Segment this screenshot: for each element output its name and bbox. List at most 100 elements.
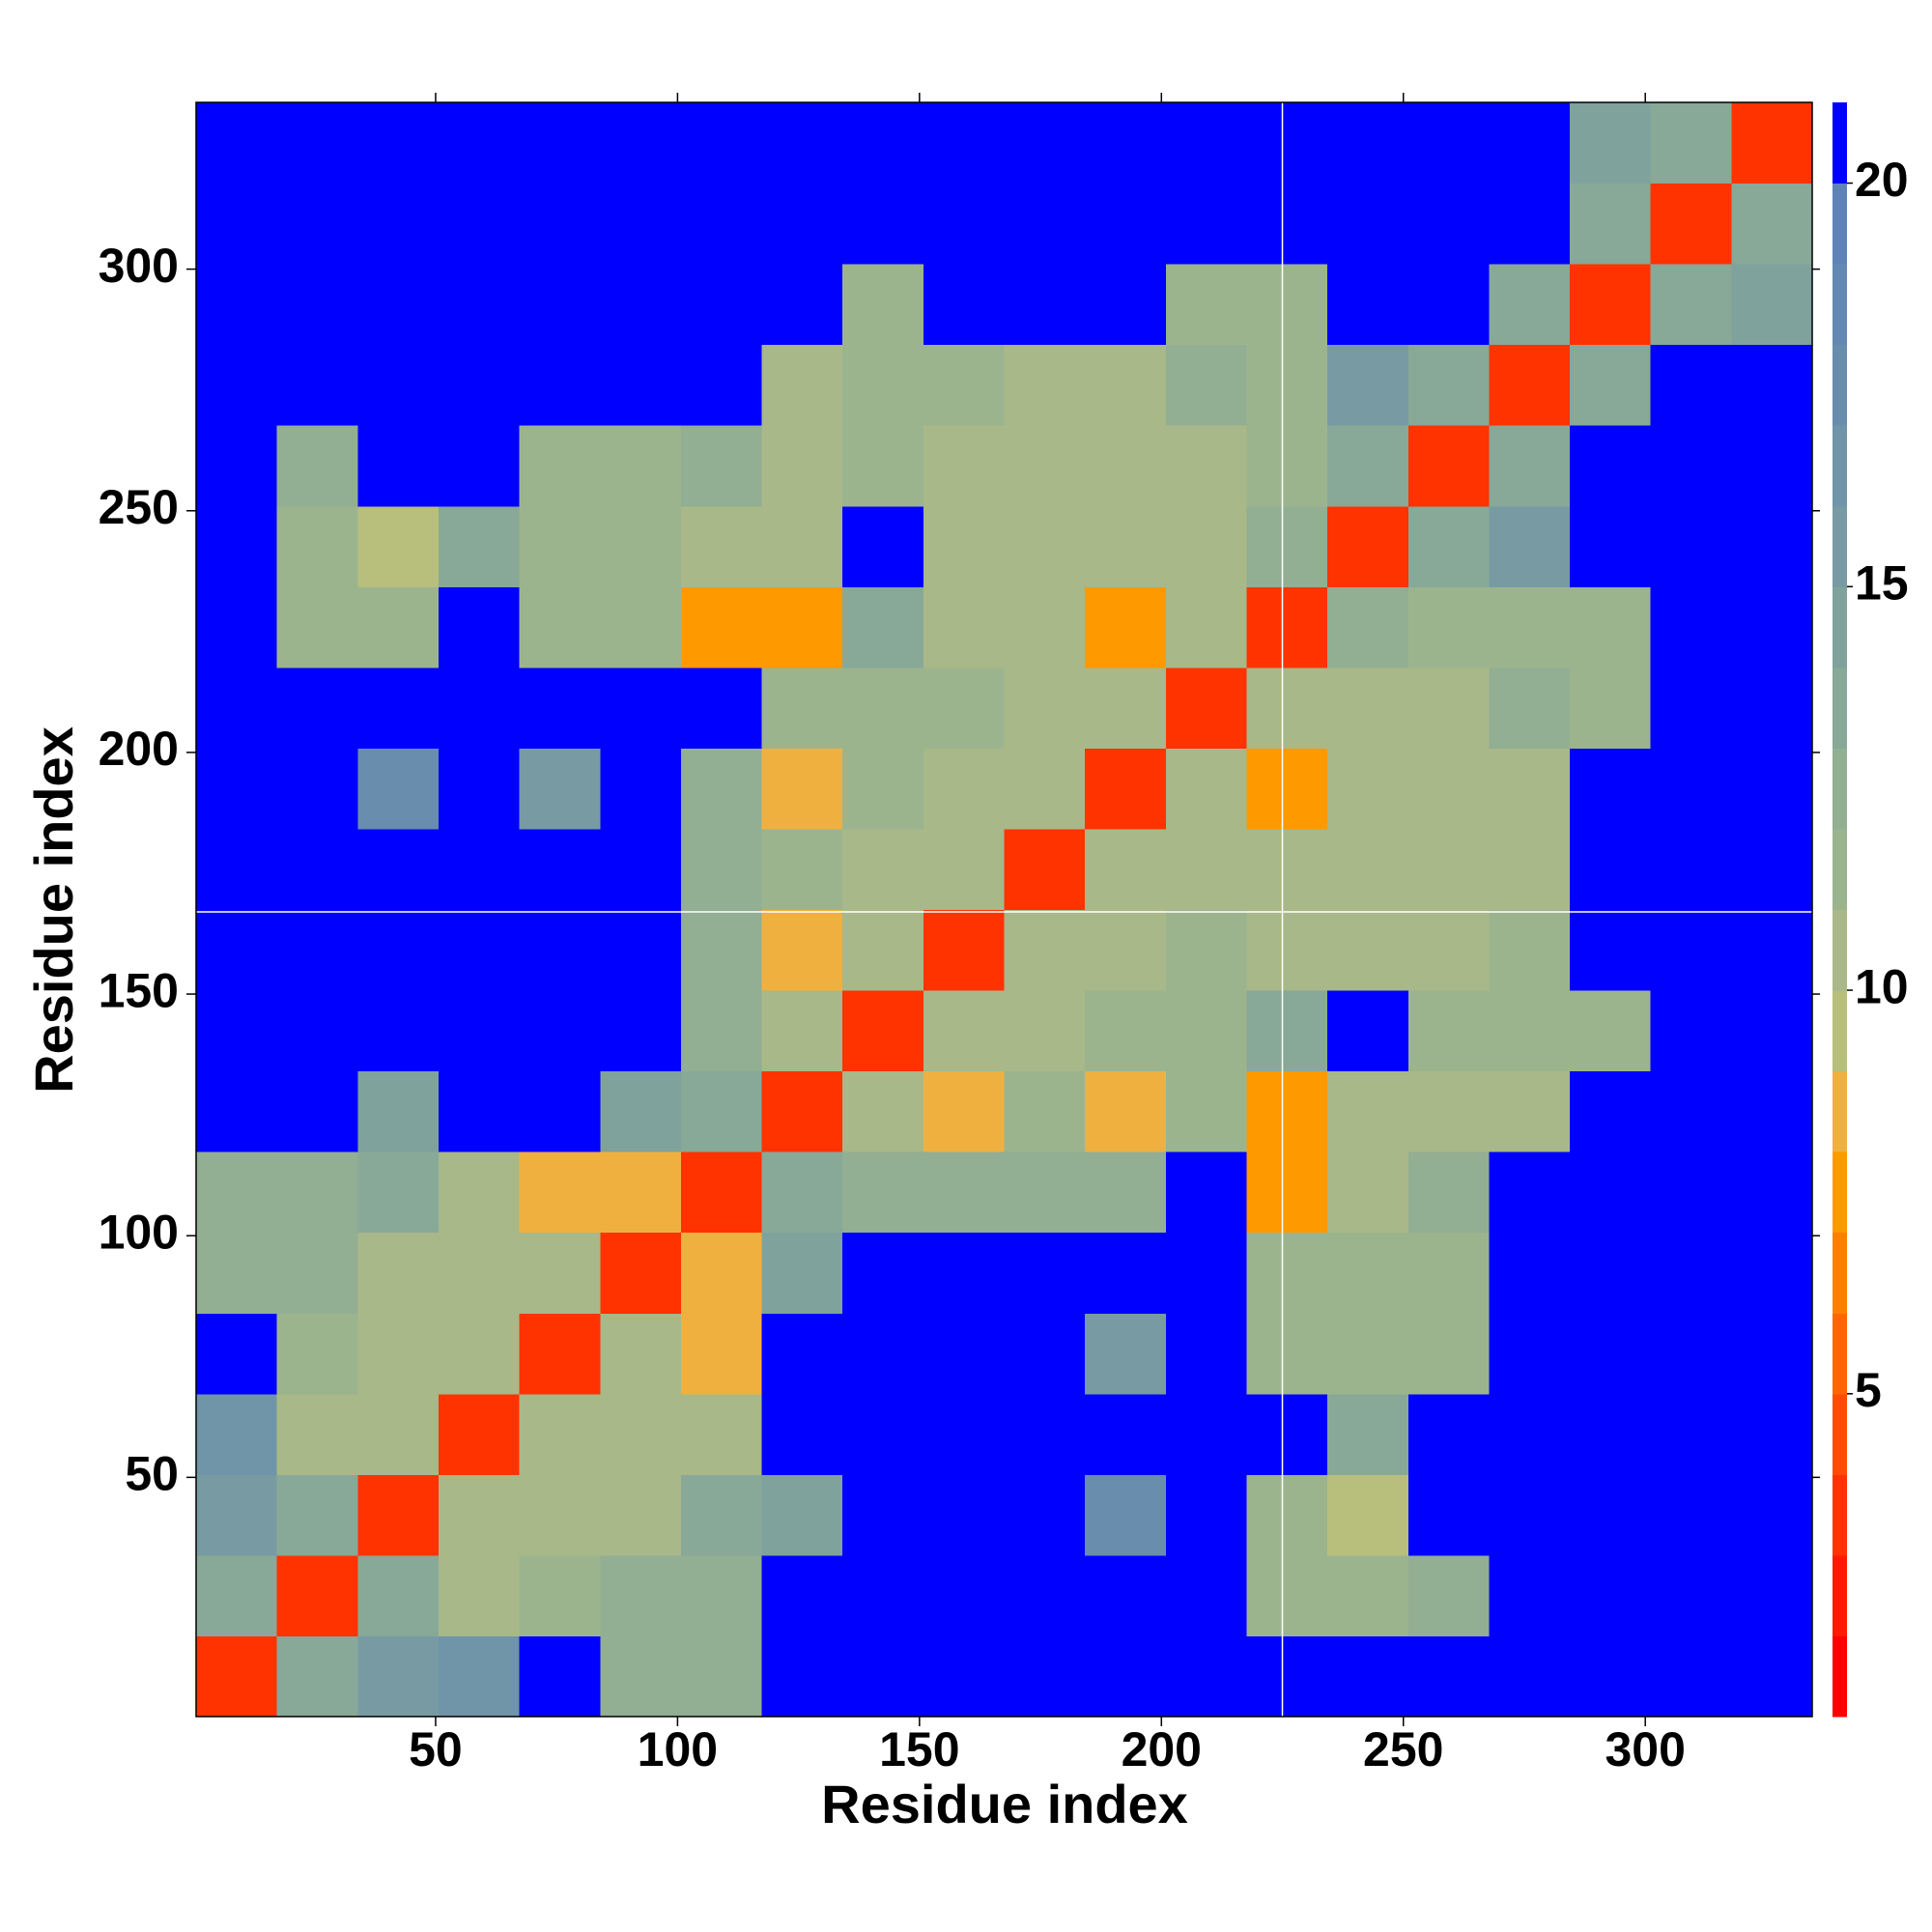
- heatmap-cell: [680, 1070, 763, 1152]
- heatmap-cell: [1650, 505, 1732, 587]
- heatmap-cell: [600, 183, 682, 265]
- heatmap-cell: [1489, 748, 1571, 830]
- heatmap-cell: [600, 264, 682, 346]
- heatmap-cell: [196, 505, 278, 587]
- heatmap-cell: [196, 102, 278, 185]
- heatmap-cell: [1407, 586, 1490, 668]
- heatmap-cell: [276, 505, 358, 587]
- heatmap-cell: [519, 1554, 601, 1636]
- heatmap-cell: [438, 1635, 521, 1718]
- heatmap-cell: [923, 425, 1005, 507]
- heatmap-cell: [923, 1232, 1005, 1314]
- heatmap-cell: [438, 667, 521, 749]
- heatmap-cell: [519, 344, 601, 426]
- colorbar-band: [1833, 1232, 1847, 1314]
- heatmap-cell: [276, 586, 358, 668]
- heatmap-cell: [842, 1393, 924, 1475]
- heatmap-cell: [1246, 1393, 1328, 1475]
- heatmap-cell: [1489, 1474, 1571, 1556]
- heatmap-cell: [1165, 1635, 1247, 1718]
- heatmap-cell: [1650, 1474, 1732, 1556]
- heatmap-cell: [1165, 1232, 1247, 1314]
- heatmap-cell: [842, 344, 924, 426]
- heatmap-cell: [357, 667, 440, 749]
- heatmap-cell: [842, 264, 924, 346]
- heatmap-cell: [680, 1474, 763, 1556]
- heatmap-cell: [1489, 102, 1571, 185]
- heatmap-cell: [1246, 102, 1328, 185]
- heatmap-cell: [519, 909, 601, 991]
- heatmap-cell: [1085, 1554, 1167, 1636]
- heatmap-cell: [196, 1070, 278, 1152]
- heatmap-cell: [357, 102, 440, 185]
- heatmap-cell: [923, 264, 1005, 346]
- heatmap-cell: [519, 586, 601, 668]
- x-tick-label: 200: [1122, 1722, 1202, 1776]
- heatmap-cell: [1246, 748, 1328, 830]
- heatmap-cell: [519, 1070, 601, 1152]
- heatmap-cell: [923, 828, 1005, 910]
- heatmap-cell: [600, 1070, 682, 1152]
- heatmap-cell: [1004, 1635, 1086, 1718]
- heatmap-cell: [1004, 183, 1086, 265]
- heatmap-cell: [1085, 1635, 1167, 1718]
- heatmap-cell: [1327, 1393, 1409, 1475]
- heatmap-cell: [276, 1635, 358, 1718]
- heatmap-cell: [196, 1393, 278, 1475]
- heatmap-cell: [1246, 1232, 1328, 1314]
- heatmap-cell: [761, 425, 843, 507]
- heatmap-cell: [1085, 1151, 1167, 1234]
- heatmap-cell: [1650, 586, 1732, 668]
- heatmap-cell: [1165, 102, 1247, 185]
- heatmap-cell: [1489, 344, 1571, 426]
- heatmap-cell: [1407, 102, 1490, 185]
- heatmap-cell: [1327, 1635, 1409, 1718]
- y-tick-label: 100: [99, 1205, 179, 1259]
- y-axis-label: Residue index: [23, 726, 84, 1094]
- heatmap-cell: [276, 183, 358, 265]
- heatmap-cell: [519, 748, 601, 830]
- heatmap-cell: [680, 344, 763, 426]
- heatmap-cell: [600, 102, 682, 185]
- heatmap-cell: [1004, 1151, 1086, 1234]
- heatmap-cell: [196, 748, 278, 830]
- colorbar-tick-label: 10: [1855, 959, 1909, 1013]
- heatmap-cell: [1650, 909, 1732, 991]
- heatmap-cell: [1570, 667, 1652, 749]
- heatmap-cell: [1246, 667, 1328, 749]
- heatmap-cell: [276, 344, 358, 426]
- heatmap-cell: [1085, 909, 1167, 991]
- heatmap-cell: [276, 909, 358, 991]
- heatmap-cell: [600, 1151, 682, 1234]
- heatmap-cell: [1246, 586, 1328, 668]
- heatmap-cell: [761, 586, 843, 668]
- y-tick-label: 250: [99, 480, 179, 534]
- y-tick-label: 150: [99, 963, 179, 1017]
- heatmap-cell: [1731, 667, 1813, 749]
- heatmap-cell: [519, 1635, 601, 1718]
- heatmap-cell: [923, 1474, 1005, 1556]
- heatmap-cell: [519, 505, 601, 587]
- colorbar-band: [1833, 183, 1847, 265]
- heatmap-cell: [438, 586, 521, 668]
- heatmap-cell: [1570, 1232, 1652, 1314]
- heatmap-cell: [680, 1232, 763, 1314]
- colorbar-tick-label: 5: [1855, 1363, 1882, 1417]
- heatmap-cell: [357, 909, 440, 991]
- heatmap-cell: [680, 828, 763, 910]
- colorbar-band: [1833, 1393, 1847, 1475]
- heatmap-cell: [1650, 1232, 1732, 1314]
- heatmap-cell: [680, 586, 763, 668]
- heatmap-cell: [357, 1232, 440, 1314]
- heatmap-cell: [1327, 1554, 1409, 1636]
- heatmap-cell: [1489, 264, 1571, 346]
- heatmap-cell: [519, 1474, 601, 1556]
- heatmap-cell: [842, 183, 924, 265]
- heatmap-cell: [1407, 505, 1490, 587]
- heatmap-cell: [1489, 909, 1571, 991]
- heatmap-cell: [276, 990, 358, 1072]
- heatmap-cell: [1731, 1393, 1813, 1475]
- x-tick-label: 150: [879, 1722, 959, 1776]
- heatmap-cell: [1004, 425, 1086, 507]
- heatmap-cell: [1165, 1554, 1247, 1636]
